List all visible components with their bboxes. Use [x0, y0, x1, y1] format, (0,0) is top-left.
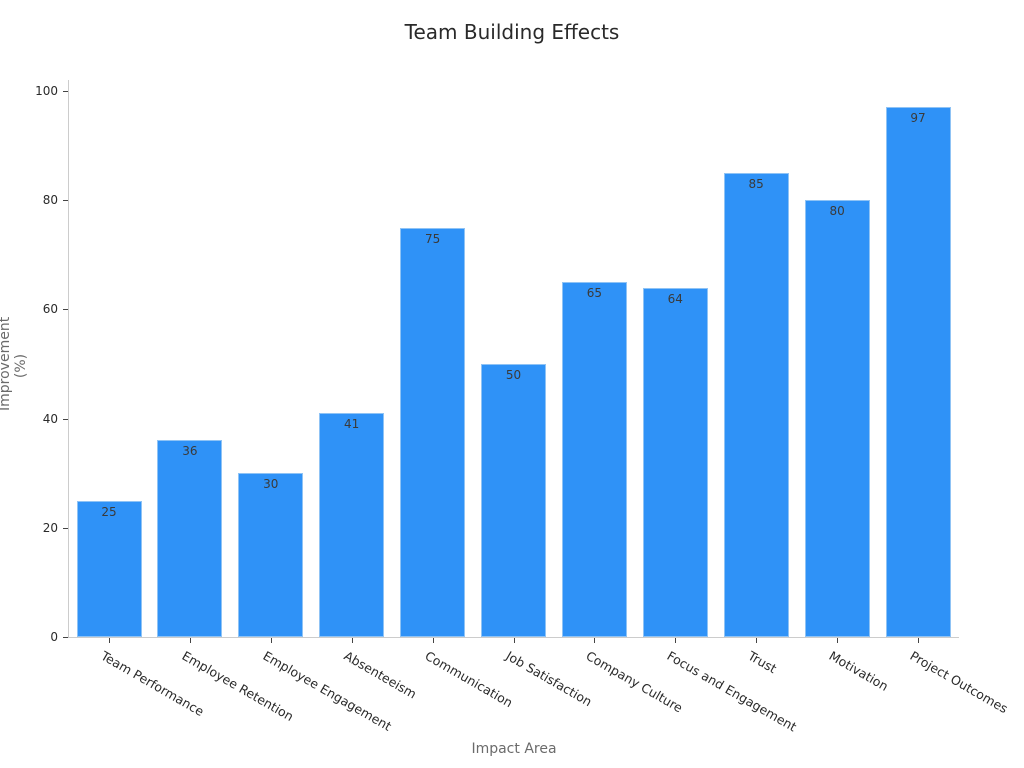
chart-title: Team Building Effects: [404, 20, 620, 44]
x-tick-mark: [432, 638, 434, 643]
bar-value-label: 64: [667, 291, 683, 306]
y-tick-label: 0: [50, 630, 58, 644]
bar-value-label: 80: [829, 204, 845, 219]
bar: 36: [157, 440, 223, 637]
y-tick-label: 40: [42, 411, 58, 426]
bar: 85: [723, 172, 789, 637]
bar: 75: [400, 227, 466, 637]
x-tick-label: Focus and Engagement: [664, 648, 800, 735]
y-tick: 0: [0, 630, 68, 644]
y-tick-mark: [63, 91, 68, 92]
y-tick-label: 60: [42, 302, 58, 317]
y-axis-label: Improvement (%): [0, 316, 29, 411]
x-tick-mark: [594, 638, 596, 643]
x-tick-mark: [270, 638, 272, 643]
y-tick-label: 20: [42, 520, 58, 535]
x-tick-mark: [918, 638, 919, 643]
x-tick-label: Absenteeism: [341, 648, 419, 702]
bar-value-label: 75: [424, 231, 441, 246]
bar-value-label: 36: [182, 444, 198, 459]
x-tick-mark: [837, 638, 839, 643]
y-tick-mark: [63, 418, 68, 420]
bar: 41: [319, 413, 385, 637]
x-tick-mark: [109, 638, 110, 643]
y-tick: 80: [0, 193, 68, 207]
y-tick: 20: [0, 521, 68, 535]
y-tick-mark: [63, 637, 68, 638]
y-tick-label: 100: [35, 84, 58, 98]
bar: 64: [642, 287, 708, 637]
y-tick-mark: [63, 527, 68, 529]
bar: 25: [76, 500, 142, 637]
y-tick: 40: [0, 412, 68, 426]
bar: 80: [804, 200, 870, 637]
x-tick-label: Communication: [422, 648, 515, 711]
bar: 65: [561, 282, 627, 637]
bar-value-label: 30: [263, 477, 279, 492]
bar-value-label: 25: [101, 504, 117, 519]
y-axis-line: [68, 80, 69, 637]
bar-value-label: 41: [344, 417, 360, 432]
bar: 50: [481, 364, 546, 637]
y-tick-label: 80: [42, 193, 58, 208]
x-axis-line: [68, 637, 959, 638]
x-tick-mark: [675, 638, 677, 643]
x-axis-label: Impact Area: [471, 741, 557, 757]
x-tick-label: Project Outcomes: [907, 648, 1011, 717]
bar-value-label: 65: [586, 286, 603, 301]
y-tick-mark: [63, 200, 68, 202]
bar: 30: [238, 473, 304, 637]
y-tick: 60: [0, 302, 68, 316]
y-tick-mark: [63, 309, 68, 311]
x-tick-mark: [756, 638, 758, 643]
y-tick: 100: [0, 84, 68, 98]
x-tick-label: Employee Engagement: [260, 648, 394, 734]
bar: 97: [885, 107, 951, 637]
bar-value-label: 50: [505, 368, 522, 382]
bar-value-label: 85: [748, 176, 764, 191]
x-tick-mark: [351, 638, 353, 643]
x-tick-label: Job Satisfaction: [503, 648, 595, 710]
bar-value-label: 97: [910, 111, 926, 126]
x-tick-label: Motivation: [826, 648, 892, 694]
x-tick-mark: [513, 638, 515, 643]
x-tick-label: Trust: [745, 648, 780, 677]
x-tick-mark: [189, 638, 191, 643]
